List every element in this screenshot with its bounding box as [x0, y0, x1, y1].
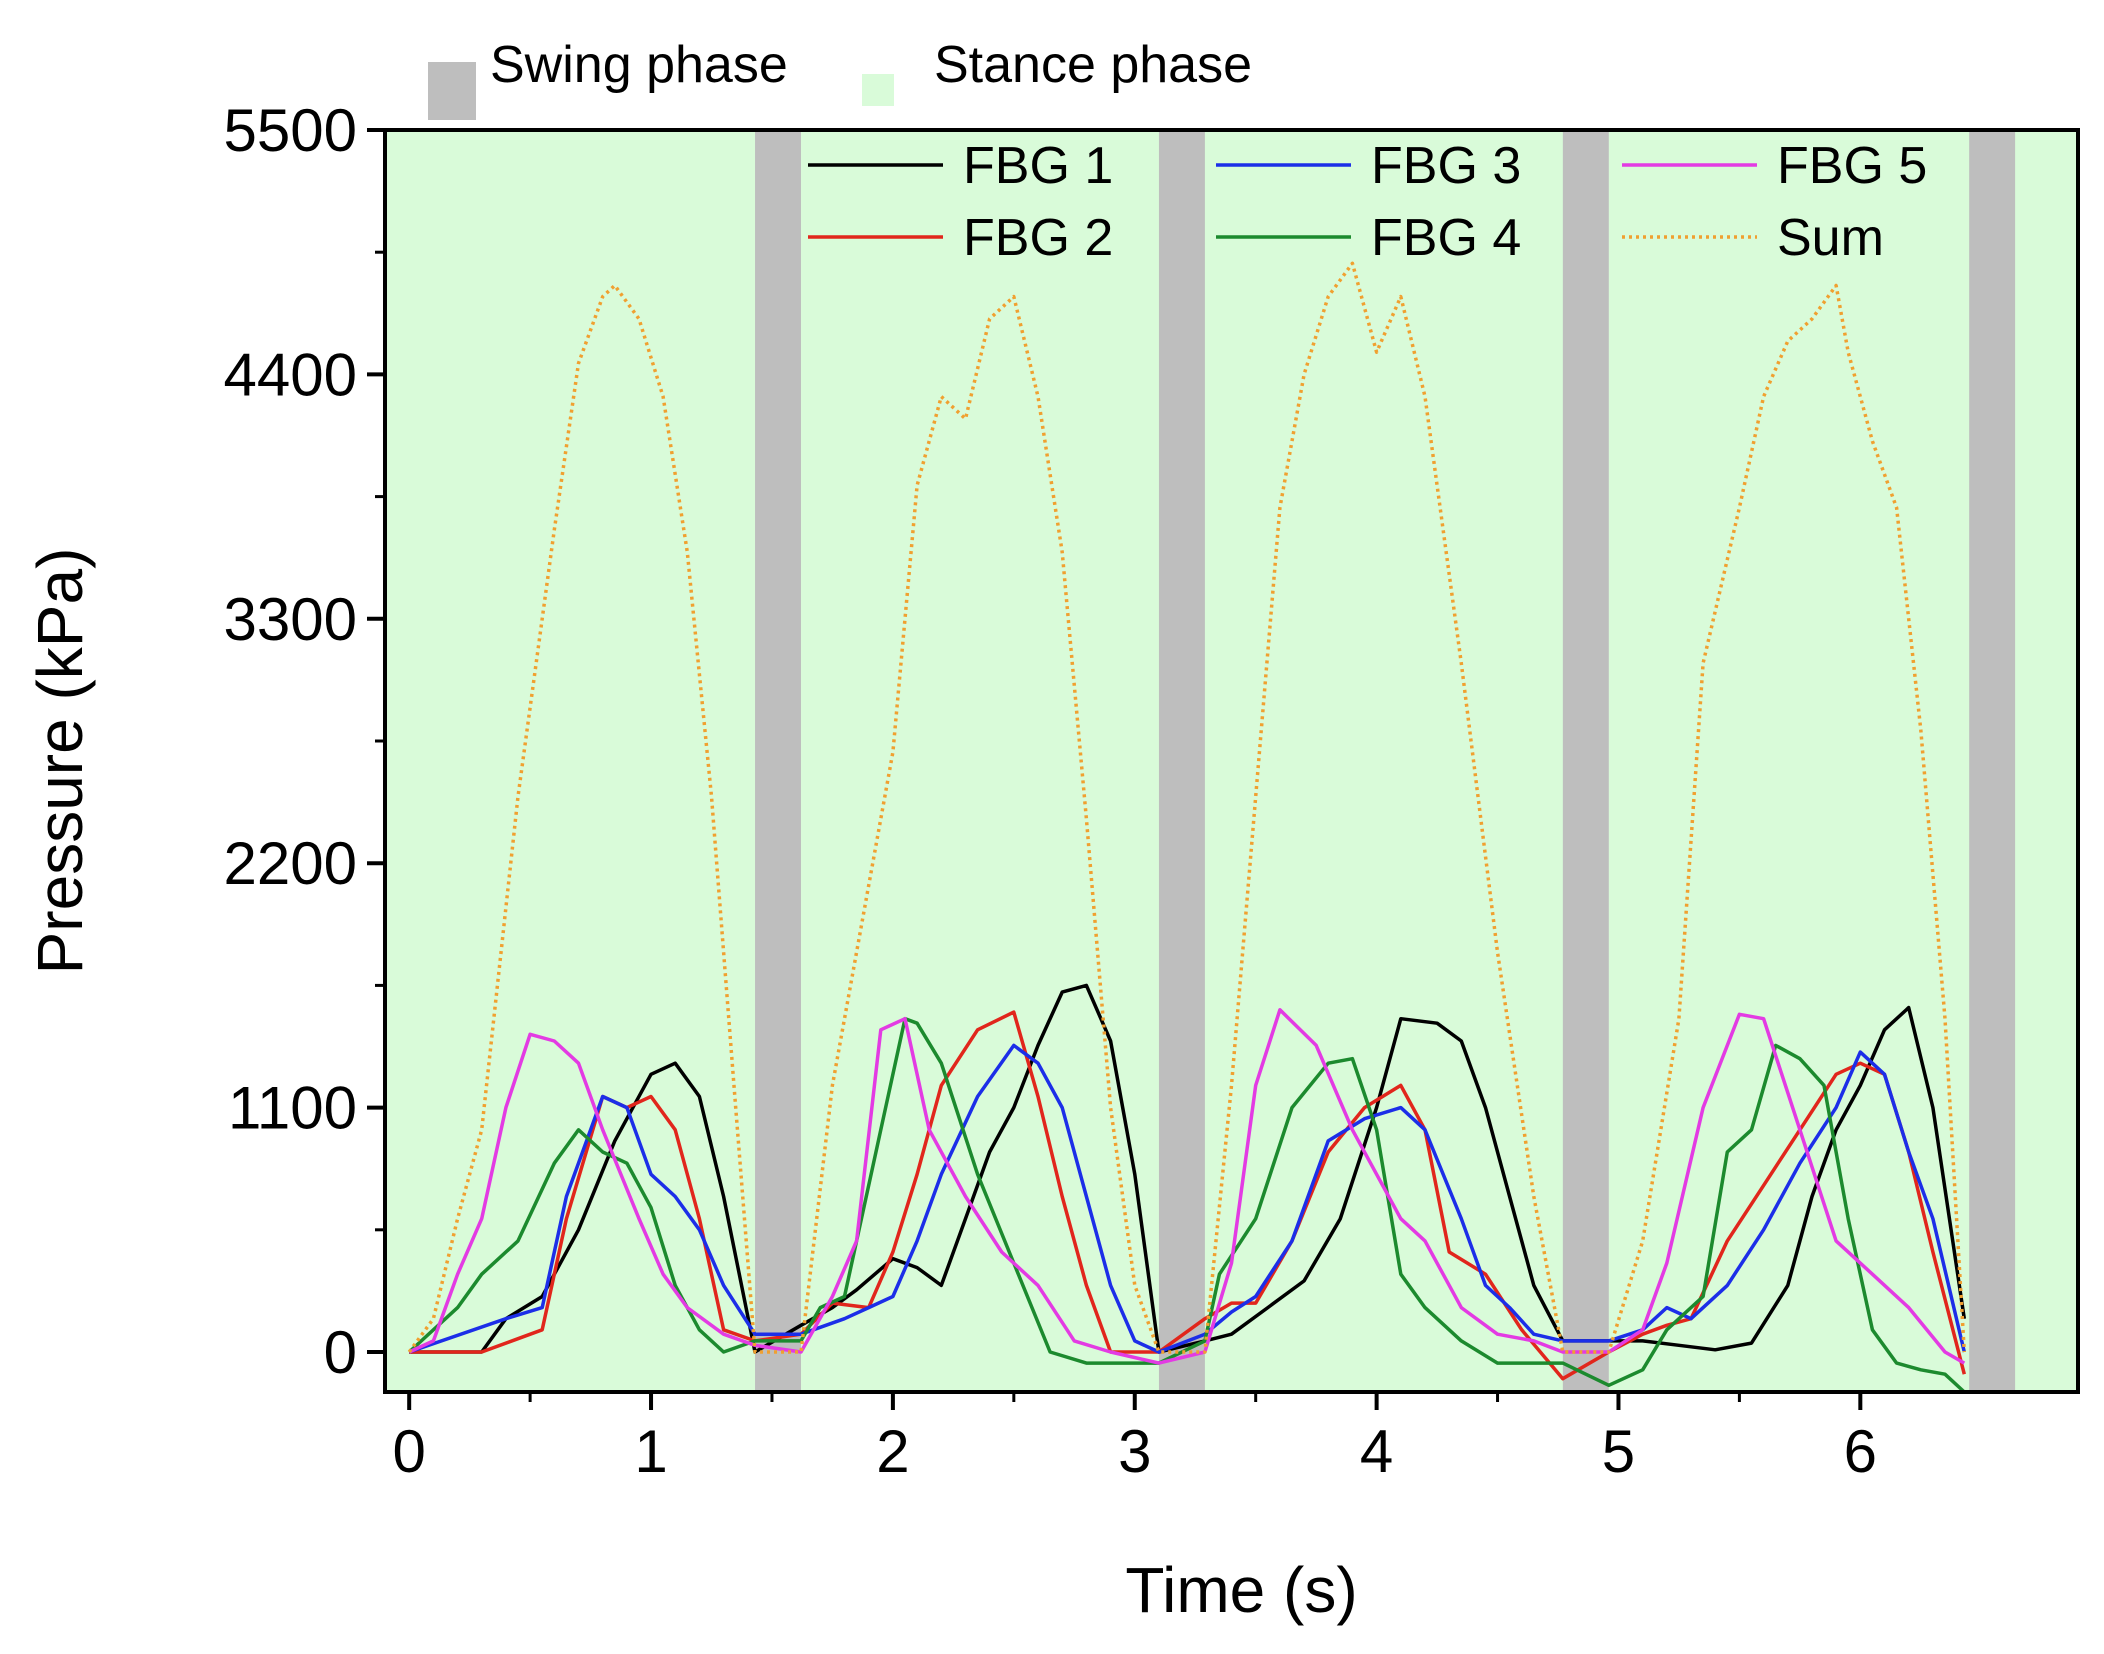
swing-phase-band-2 [1158, 130, 1205, 1392]
phase-legend: Swing phase Stance phase [428, 36, 1252, 120]
series-line-fbg-2 [409, 1010, 1966, 1381]
plot-frame [383, 128, 2080, 1394]
series-line-fbg-5 [408, 1008, 1966, 1365]
y-tick-label-0: 0 [324, 1319, 357, 1386]
swing-phase-band-4 [1969, 130, 2016, 1392]
x-axis-title: Time (s) [1125, 1554, 1357, 1626]
axes: 0 1100 2200 3300 4400 5500 0 1 2 3 4 5 6 [224, 97, 1878, 1485]
x-tick-label-5: 5 [1602, 1418, 1635, 1485]
x-tick-label-3: 3 [1118, 1418, 1151, 1485]
x-tick-label-0: 0 [392, 1418, 425, 1485]
legend-label-sum: Sum [1777, 209, 1884, 267]
swing-phase-band-3 [1562, 130, 1609, 1392]
series-line-fbg-4 [408, 1016, 1966, 1394]
stance-phase-background [385, 130, 2078, 1392]
y-tick-label-3300: 3300 [224, 586, 357, 653]
swing-phase-swatch [428, 62, 476, 120]
series-lines [407, 261, 1967, 1394]
stance-phase-label: Stance phase [934, 36, 1252, 94]
legend-label-fbg-2: FBG 2 [963, 209, 1113, 267]
y-tick-label-5500: 5500 [224, 97, 357, 164]
x-tick-label-4: 4 [1360, 1418, 1393, 1485]
y-axis-title: Pressure (kPa) [24, 548, 96, 975]
legend-label-fbg-3: FBG 3 [1371, 137, 1521, 195]
legend-label-fbg-1: FBG 1 [963, 137, 1113, 195]
plot-background [385, 130, 2078, 1392]
legend-label-fbg-5: FBG 5 [1777, 137, 1927, 195]
y-tick-label-1100: 1100 [228, 1075, 357, 1142]
y-tick-label-2200: 2200 [224, 830, 357, 897]
swing-phase-band-1 [755, 130, 801, 1392]
x-tick-label-2: 2 [876, 1418, 909, 1485]
series-line-sum [407, 261, 1967, 1354]
swing-phase-bands [755, 130, 2016, 1392]
x-tick-label-6: 6 [1844, 1418, 1877, 1485]
series-line-fbg-1 [409, 983, 1967, 1354]
series-legend: FBG 1 FBG 2 FBG 3 FBG 4 FBG 5 Sum [808, 137, 1927, 267]
y-tick-label-4400: 4400 [224, 341, 357, 408]
legend-label-fbg-4: FBG 4 [1371, 209, 1521, 267]
stance-phase-swatch [862, 74, 894, 106]
x-tick-label-1: 1 [634, 1418, 667, 1485]
swing-phase-label: Swing phase [490, 36, 788, 94]
